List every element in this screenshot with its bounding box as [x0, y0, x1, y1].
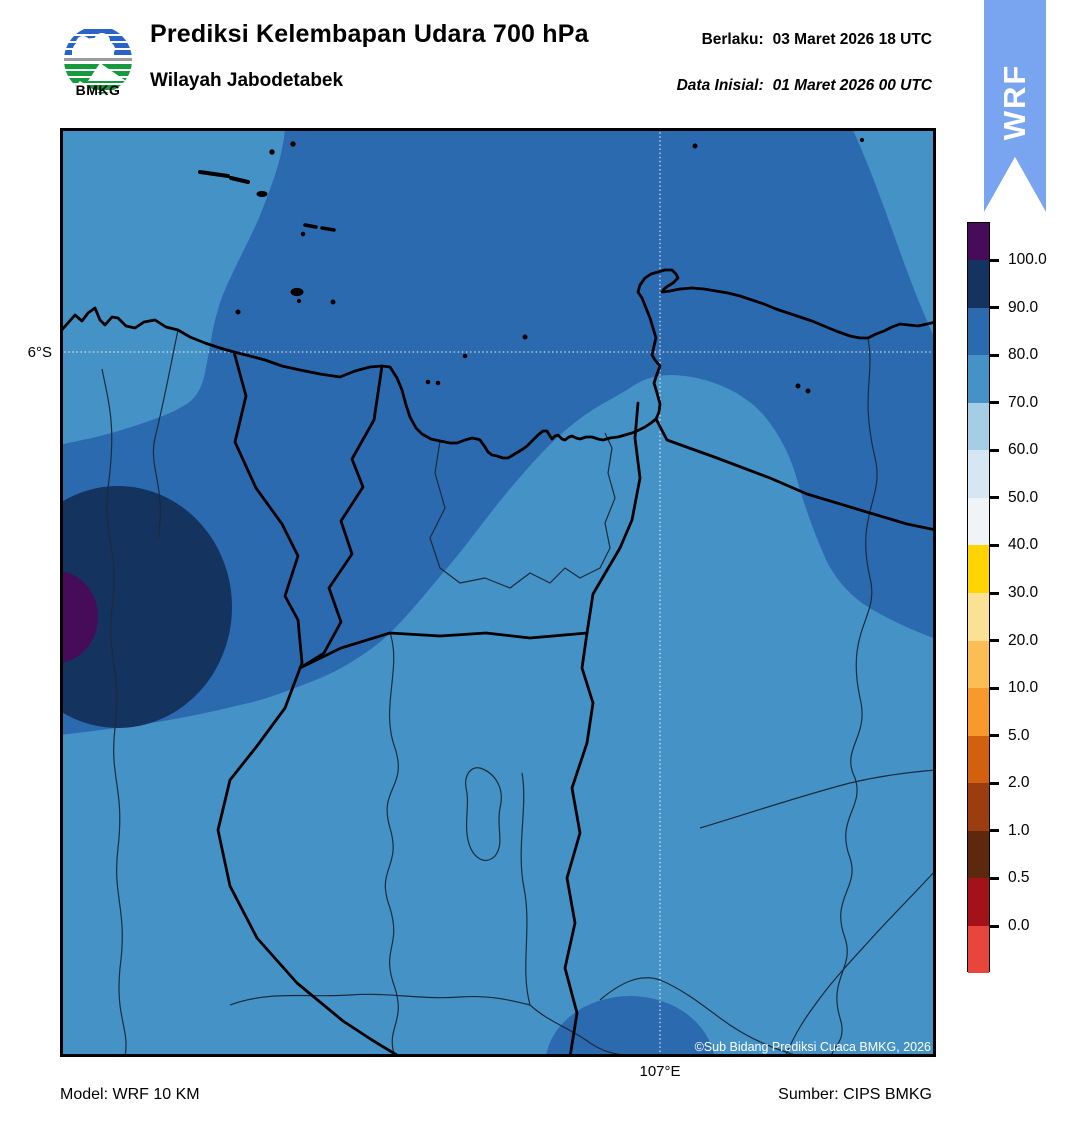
colorbar-tick-label: 2.0 [1008, 774, 1030, 792]
colorbar-tick [989, 543, 999, 547]
valid-time-value: 03 Maret 2026 18 UTC [772, 31, 932, 48]
valid-time: Berlaku: 03 Maret 2026 18 UTC [702, 31, 932, 49]
district-boundaries [101, 329, 936, 1057]
colorbar-tick [989, 734, 999, 738]
page-title: Prediksi Kelembapan Udara 700 hPa [150, 20, 589, 48]
colorbar-tick-label: 1.0 [1008, 821, 1030, 839]
contour-fill-over-100 [60, 571, 98, 663]
colorbar-tick-label: 20.0 [1008, 631, 1039, 649]
colorbar-tick [989, 401, 999, 405]
colorbar-tick-label: 10.0 [1008, 679, 1039, 697]
colorbar-segment [968, 402, 989, 451]
colorbar-tick [989, 258, 999, 262]
colorbar-tick [989, 591, 999, 595]
colorbar-tick-label: 30.0 [1008, 584, 1039, 601]
contour-hole-70-80-northwest [60, 128, 285, 445]
colorbar-segment [968, 830, 989, 879]
colorbar-tick-label: 70.0 [1008, 393, 1039, 411]
init-time-value: 01 Maret 2026 00 UTC [772, 77, 932, 94]
model-label: Model: WRF 10 KM [60, 1086, 200, 1103]
colorbar-tick-label: 100.0 [1008, 251, 1047, 268]
contour-fill-80-90 [60, 128, 936, 735]
colorbar-segment [968, 450, 989, 498]
colorbar-segment [968, 307, 989, 356]
colorbar-segment [968, 640, 989, 689]
colorbar-segment [968, 260, 989, 308]
colorbar-tick [989, 686, 999, 690]
page-subtitle: Wilayah Jabodetabek [150, 70, 344, 91]
islands [198, 137, 865, 394]
contour-hole-70-80-northeast [852, 128, 936, 341]
coastline [60, 268, 936, 460]
colorbar: 100.0 90.0 80.0 70.0 60.0 50.0 40.0 30.0 20.0 10.… [967, 222, 1047, 973]
colorbar-tick-label: 40.0 [1008, 536, 1039, 554]
wrf-ribbon: WRF [984, 0, 1046, 212]
colorbar-segment [968, 355, 989, 403]
colorbar-segment [968, 593, 989, 641]
colorbar-tick-label: 5.0 [1008, 726, 1030, 744]
map-copyright: ©Sub Bidang Prediksi Cuaca BMKG, 2026 [695, 1040, 931, 1054]
colorbar-tick [989, 496, 999, 500]
colorbar-tick [989, 448, 999, 452]
init-time-label: Data Inisial: [676, 77, 764, 94]
longitude-axis-label: 107°E [639, 1063, 681, 1080]
colorbar-segment [968, 735, 989, 784]
colorbar-tick [989, 353, 999, 357]
colorbar-tick-label: 0.5 [1008, 869, 1030, 887]
bmkg-logo-label: BMKG [75, 82, 121, 98]
colorbar-segment [968, 688, 989, 736]
contour-fill-90-100 [60, 486, 232, 728]
humidity-map: ©Sub Bidang Prediksi Cuaca BMKG, 2026 [60, 128, 936, 1057]
colorbar-segment [968, 545, 989, 593]
source-label: Sumber: CIPS BMKG [778, 1086, 932, 1103]
colorbar-tick [989, 781, 999, 785]
latitude-axis-label: 6°S [27, 344, 52, 361]
colorbar-segment [968, 878, 989, 926]
colorbar-segment [968, 497, 989, 546]
colorbar-tick [989, 924, 999, 928]
colorbar-tick [989, 639, 999, 643]
colorbar-segment [968, 223, 989, 260]
map-border [60, 128, 936, 1057]
bmkg-logo [64, 26, 132, 94]
colorbar-tick-label: 0.0 [1008, 917, 1030, 934]
colorbar-tick [989, 876, 999, 880]
colorbar-tick [989, 829, 999, 833]
wrf-ribbon-label: WRF [997, 63, 1032, 141]
valid-time-label: Berlaku: [701, 31, 764, 48]
colorbar-tick-label: 80.0 [1008, 346, 1039, 364]
colorbar-tick [989, 306, 999, 310]
province-boundaries [216, 350, 936, 1057]
colorbar-segment [968, 926, 989, 973]
colorbar-tick-label: 50.0 [1008, 488, 1039, 506]
init-time: Data Inisial: 01 Maret 2026 00 UTC [677, 77, 932, 95]
colorbar-segment [968, 783, 989, 831]
colorbar-tick-label: 90.0 [1008, 298, 1039, 316]
colorbar-tick-label: 60.0 [1008, 441, 1039, 459]
